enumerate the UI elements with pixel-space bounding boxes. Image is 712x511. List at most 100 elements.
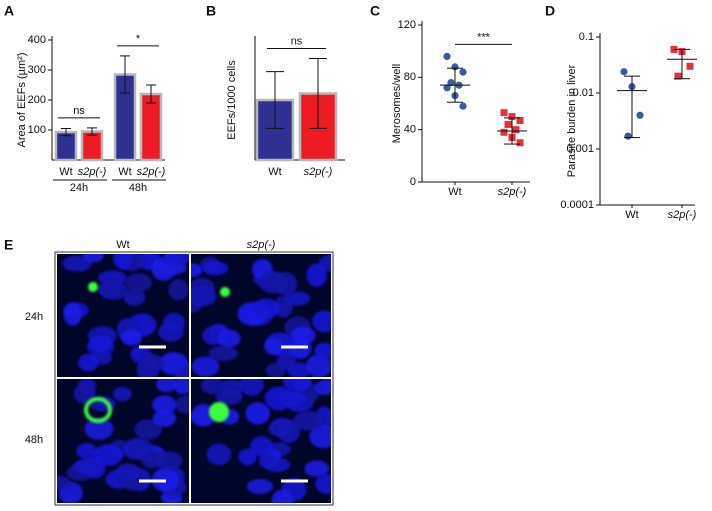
nucleus [89, 335, 113, 352]
x-tick-label: Wt [448, 186, 461, 198]
data-point [443, 52, 451, 61]
nucleus [115, 463, 141, 482]
y-tick-label: 300 [28, 64, 46, 76]
bar [80, 130, 104, 162]
y-tick-label: 40 [404, 124, 416, 136]
nucleus [306, 263, 327, 288]
nucleus [62, 255, 93, 272]
nucleus [249, 436, 274, 457]
data-point [674, 72, 682, 80]
nucleus [168, 278, 189, 301]
nucleus [271, 489, 294, 503]
nucleus [152, 409, 177, 427]
data-point [459, 68, 467, 76]
nucleus [293, 411, 324, 431]
nucleus [124, 273, 152, 292]
x-tick-label: Wt [625, 209, 638, 221]
data-point [447, 78, 455, 87]
x-tick-label: Wt [268, 166, 281, 178]
nucleus [276, 419, 301, 444]
x-tick-label: s2p(-) [304, 166, 333, 178]
nucleus [217, 329, 241, 348]
nucleus [63, 302, 82, 326]
nucleus [200, 379, 225, 395]
nucleus [191, 403, 215, 426]
panel-letter: C [370, 3, 380, 19]
x-tick-label: Wt [118, 166, 131, 178]
nucleus [84, 417, 114, 440]
data-point [516, 139, 524, 147]
significance-label: ns [291, 35, 303, 47]
y-tick-label: 0.1 [579, 31, 594, 43]
bar [54, 130, 78, 162]
nucleus [246, 478, 274, 495]
nucleus [290, 326, 316, 345]
row-label: 48h [25, 434, 43, 446]
y-axis-label: Merosomes/well [391, 64, 403, 143]
y-tick-label: 100 [28, 124, 46, 136]
x-tick-label: s2p(-) [137, 166, 166, 178]
nucleus [292, 379, 312, 391]
y-tick-label: 0.0001 [560, 199, 594, 211]
data-point [620, 68, 628, 76]
nucleus [76, 442, 98, 460]
y-tick-label: 400 [28, 34, 46, 46]
row-label: 24h [25, 311, 43, 323]
nucleus [162, 312, 186, 333]
nucleus [258, 453, 278, 469]
nucleus [121, 329, 143, 346]
y-axis-label: EEFs/1000 cells [226, 60, 238, 140]
nucleus [134, 419, 162, 440]
nucleus [245, 402, 270, 425]
micrograph [57, 254, 189, 377]
data-point [512, 126, 520, 134]
nucleus [151, 395, 177, 415]
nucleus [191, 356, 220, 377]
data-point [504, 120, 512, 128]
nucleus [123, 288, 146, 307]
nucleus [175, 395, 189, 414]
nucleus [113, 254, 133, 270]
nucleus [156, 379, 177, 393]
nucleus [251, 298, 281, 319]
nucleus [306, 354, 331, 377]
parasite [220, 287, 230, 297]
panel-letter: D [545, 3, 555, 19]
y-axis-label: Area of EEFs (µm²) [16, 53, 28, 148]
x-tick-label: Wt [59, 166, 72, 178]
nucleus [57, 475, 72, 490]
parasite [84, 397, 112, 423]
micrograph [57, 379, 189, 503]
column-label: s2p(-) [247, 239, 276, 251]
nucleus [99, 279, 122, 299]
data-point [686, 62, 694, 70]
x-tick-label: s2p(-) [78, 166, 107, 178]
nucleus [312, 310, 331, 333]
nucleus [314, 342, 331, 359]
data-point [636, 111, 644, 119]
nucleus [215, 387, 243, 406]
y-tick-label: 200 [28, 94, 46, 106]
y-axis-label: Parasite burden in liver [566, 64, 578, 177]
nucleus [82, 254, 104, 263]
nucleus [206, 443, 232, 466]
nucleus [264, 337, 284, 356]
group-label: 48h [129, 182, 147, 194]
nucleus [239, 379, 264, 396]
nucleus [238, 448, 257, 466]
nucleus [315, 474, 331, 494]
panel-letter: E [4, 237, 13, 253]
group-label: 24h [70, 182, 88, 194]
nucleus [73, 383, 96, 404]
significance-label: * [136, 33, 141, 45]
nucleus [309, 424, 331, 449]
nucleus [123, 440, 150, 460]
nucleus [112, 386, 132, 402]
significance-label: *** [477, 31, 491, 43]
y-tick-label: 0.01 [573, 87, 594, 99]
nucleus [259, 271, 288, 294]
data-point [500, 128, 508, 136]
nucleus [78, 353, 99, 372]
data-point [516, 117, 524, 125]
data-point [500, 109, 508, 117]
